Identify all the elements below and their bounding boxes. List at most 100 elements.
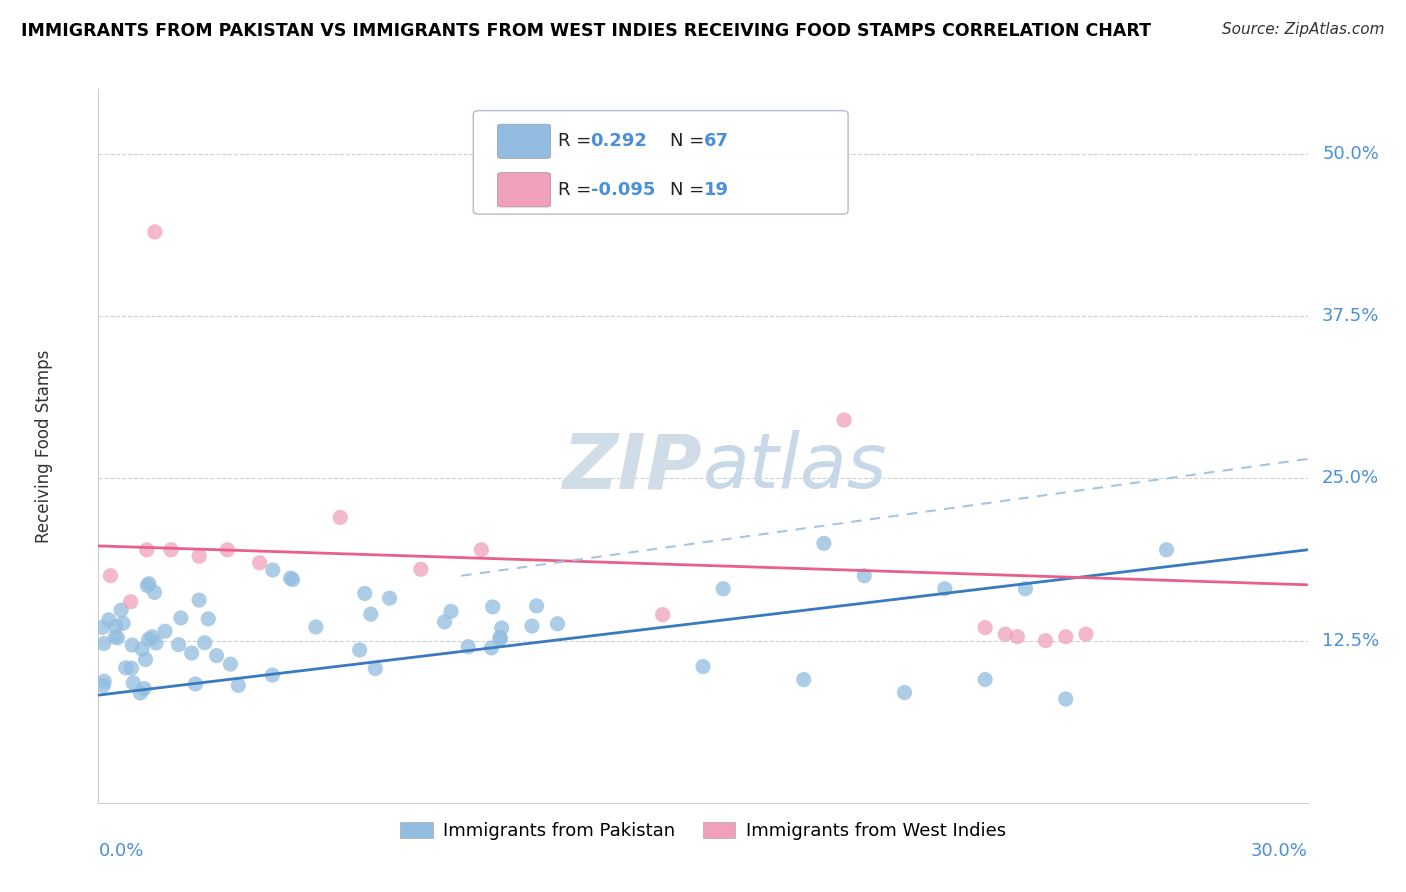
Point (104, 619, 127, 633)
Point (104, 630, 127, 644)
Point (711, 582, 734, 596)
Point (219, 657, 242, 672)
Point (489, 632, 512, 646)
Point (114, 661, 136, 675)
Point (305, 620, 328, 634)
Point (197, 612, 219, 626)
FancyBboxPatch shape (498, 173, 551, 207)
Point (329, 510, 352, 524)
Point (93, 636, 115, 650)
Point (143, 225, 166, 239)
Point (180, 646, 202, 660)
Point (145, 636, 167, 650)
Point (491, 621, 513, 635)
Text: 67: 67 (704, 132, 730, 150)
Point (934, 582, 956, 596)
Point (813, 536, 835, 550)
Text: 19: 19 (704, 181, 730, 199)
Point (110, 603, 132, 617)
Point (121, 661, 143, 675)
Point (1156, 542, 1178, 557)
Point (188, 593, 211, 607)
FancyBboxPatch shape (474, 111, 848, 214)
Text: 30.0%: 30.0% (1251, 842, 1308, 860)
Text: 25.0%: 25.0% (1322, 469, 1379, 487)
Point (138, 632, 160, 647)
Text: ZIP: ZIP (564, 431, 703, 504)
Point (188, 549, 211, 564)
Point (131, 642, 153, 657)
Text: 37.5%: 37.5% (1322, 307, 1379, 326)
Point (974, 673, 997, 687)
Point (194, 636, 217, 650)
Point (217, 542, 239, 557)
Point (526, 599, 548, 613)
Point (160, 542, 183, 557)
Point (143, 585, 166, 599)
Point (100, 568, 122, 582)
Point (91, 620, 114, 634)
Point (1054, 630, 1077, 644)
Text: atlas: atlas (703, 431, 887, 504)
Text: N =: N = (671, 132, 710, 150)
Point (349, 643, 371, 657)
Point (97, 613, 120, 627)
Point (1054, 692, 1077, 706)
Point (135, 542, 157, 557)
Point (853, 568, 876, 582)
Point (93, 674, 115, 689)
Point (440, 604, 463, 618)
Point (433, 615, 456, 629)
Legend: Immigrants from Pakistan, Immigrants from West Indies: Immigrants from Pakistan, Immigrants fro… (392, 814, 1014, 847)
Text: Source: ZipAtlas.com: Source: ZipAtlas.com (1222, 22, 1385, 37)
Text: 0.0%: 0.0% (98, 842, 143, 860)
Point (281, 573, 304, 587)
Point (153, 624, 176, 639)
Text: R =: R = (558, 132, 598, 150)
Point (470, 542, 492, 557)
Text: R =: R = (558, 181, 598, 199)
Point (793, 673, 815, 687)
Point (249, 556, 271, 570)
Text: 50.0%: 50.0% (1322, 145, 1379, 163)
Point (121, 638, 143, 652)
Point (489, 631, 512, 645)
Point (1035, 633, 1057, 648)
Text: 0.292: 0.292 (591, 132, 647, 150)
Point (120, 595, 142, 609)
Point (457, 640, 479, 654)
Point (112, 616, 135, 631)
Point (93, 679, 115, 693)
Point (547, 616, 569, 631)
Point (520, 619, 543, 633)
Point (228, 678, 250, 692)
Point (409, 562, 432, 576)
Point (170, 611, 193, 625)
Point (479, 640, 502, 655)
Text: 12.5%: 12.5% (1322, 632, 1379, 649)
Text: N =: N = (671, 181, 710, 199)
FancyBboxPatch shape (498, 124, 551, 159)
Point (1007, 630, 1029, 644)
Point (692, 659, 714, 673)
Point (1014, 582, 1036, 596)
Point (107, 631, 129, 645)
Point (353, 586, 375, 600)
Text: Receiving Food Stamps: Receiving Food Stamps (35, 350, 53, 542)
Point (262, 563, 284, 577)
Point (994, 627, 1017, 641)
Point (184, 677, 207, 691)
Point (167, 638, 190, 652)
Point (136, 579, 159, 593)
Point (378, 591, 401, 606)
Point (974, 621, 997, 635)
Point (1074, 627, 1097, 641)
Point (364, 661, 387, 675)
Point (360, 607, 382, 622)
Point (832, 413, 855, 427)
Text: -0.095: -0.095 (591, 181, 655, 199)
Point (141, 630, 163, 644)
Point (134, 652, 156, 666)
Point (138, 576, 160, 591)
Point (481, 599, 503, 614)
